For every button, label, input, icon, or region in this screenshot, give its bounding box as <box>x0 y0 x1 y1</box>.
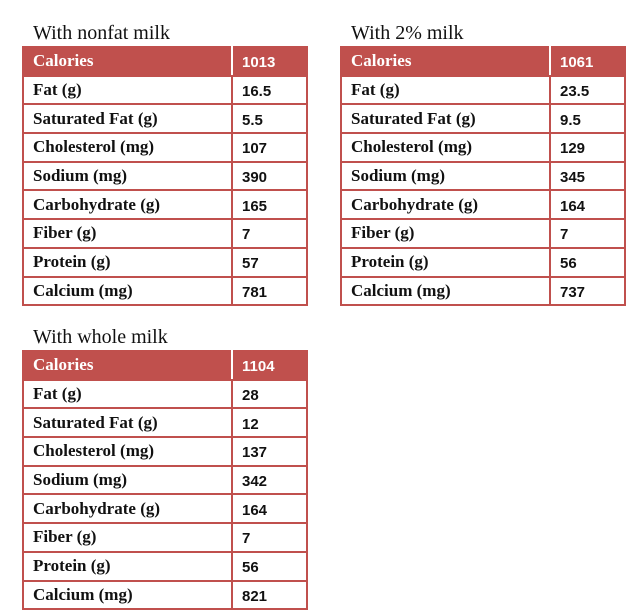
nutrient-value: 56 <box>549 246 626 278</box>
nutrient-value: 16.5 <box>231 74 308 106</box>
nutrient-row: Fiber (g) 7 <box>22 522 308 553</box>
nutrient-label: Fiber (g) <box>22 218 233 249</box>
nutrition-table: Calories 1104 Fat (g) 28 Saturated Fat (g) 12… <box>22 350 308 611</box>
nutrient-label: Fat (g) <box>340 74 551 106</box>
nutrient-row: Cholesterol (mg) 107 <box>22 132 308 163</box>
nutrient-row: Sodium (mg) 345 <box>340 160 626 192</box>
nutrient-row: Fiber (g) 7 <box>22 218 308 249</box>
nutrition-table: Calories 1013 Fat (g) 16.5 Saturated Fat (g)… <box>22 46 308 307</box>
nutrient-value: 5.5 <box>231 103 308 135</box>
nutrient-label: Sodium (mg) <box>22 464 233 496</box>
nutrient-label: Carbohydrate (g) <box>340 189 551 221</box>
nutrient-label: Protein (g) <box>22 550 233 582</box>
nutrient-row: Calcium (mg) 781 <box>22 275 308 307</box>
nutrient-label: Saturated Fat (g) <box>22 407 233 439</box>
nutrient-value: 737 <box>549 275 626 307</box>
nutrient-label: Fat (g) <box>22 74 233 106</box>
nutrient-value: 164 <box>549 189 626 221</box>
nutrient-value: 164 <box>231 493 308 525</box>
table-title: With whole milk <box>33 326 168 348</box>
nutrient-label: Carbohydrate (g) <box>22 189 233 221</box>
nutrient-label: Carbohydrate (g) <box>22 493 233 525</box>
nutrient-value: 137 <box>231 436 308 467</box>
header-value: 1013 <box>231 46 308 77</box>
nutrient-row: Protein (g) 56 <box>340 246 626 278</box>
nutrient-row: Saturated Fat (g) 9.5 <box>340 103 626 135</box>
nutrient-row: Sodium (mg) 390 <box>22 160 308 192</box>
nutrient-value: 781 <box>231 275 308 307</box>
nutrient-value: 107 <box>231 132 308 163</box>
nutrient-row: Saturated Fat (g) 12 <box>22 407 308 439</box>
nutrient-row: Protein (g) 57 <box>22 246 308 278</box>
nutrient-row: Cholesterol (mg) 129 <box>340 132 626 163</box>
nutrient-row: Fat (g) 16.5 <box>22 74 308 106</box>
nutrient-row: Calcium (mg) 737 <box>340 275 626 307</box>
nutrient-label: Calcium (mg) <box>22 275 233 307</box>
nutrient-value: 12 <box>231 407 308 439</box>
nutrient-label: Fat (g) <box>22 378 233 410</box>
nutrient-value: 9.5 <box>549 103 626 135</box>
nutrient-label: Protein (g) <box>340 246 551 278</box>
nutrient-row: Fat (g) 28 <box>22 378 308 410</box>
nutrient-value: 23.5 <box>549 74 626 106</box>
nutrient-value: 7 <box>549 218 626 249</box>
nutrient-row: Sodium (mg) 342 <box>22 464 308 496</box>
nutrient-label: Saturated Fat (g) <box>22 103 233 135</box>
header-label: Calories <box>22 46 233 77</box>
nutrient-label: Cholesterol (mg) <box>22 132 233 163</box>
nutrient-label: Saturated Fat (g) <box>340 103 551 135</box>
nutrient-value: 129 <box>549 132 626 163</box>
header-row: Calories 1013 <box>22 46 308 77</box>
header-row: Calories 1104 <box>22 350 308 381</box>
nutrient-value: 7 <box>231 522 308 553</box>
nutrient-label: Calcium (mg) <box>340 275 551 307</box>
nutrient-label: Sodium (mg) <box>22 160 233 192</box>
header-value: 1104 <box>231 350 308 381</box>
nutrient-value: 28 <box>231 378 308 410</box>
nutrient-row: Carbohydrate (g) 165 <box>22 189 308 221</box>
nutrient-row: Carbohydrate (g) 164 <box>340 189 626 221</box>
nutrient-label: Protein (g) <box>22 246 233 278</box>
nutrient-label: Fiber (g) <box>340 218 551 249</box>
nutrient-label: Cholesterol (mg) <box>22 436 233 467</box>
nutrient-value: 165 <box>231 189 308 221</box>
nutrient-value: 821 <box>231 579 308 611</box>
header-row: Calories 1061 <box>340 46 626 77</box>
nutrient-row: Saturated Fat (g) 5.5 <box>22 103 308 135</box>
nutrient-row: Carbohydrate (g) 164 <box>22 493 308 525</box>
nutrient-label: Calcium (mg) <box>22 579 233 611</box>
nutrient-row: Fiber (g) 7 <box>340 218 626 249</box>
nutrient-label: Sodium (mg) <box>340 160 551 192</box>
nutrient-row: Calcium (mg) 821 <box>22 579 308 611</box>
nutrient-value: 7 <box>231 218 308 249</box>
nutrition-table: Calories 1061 Fat (g) 23.5 Saturated Fat (g)… <box>340 46 626 307</box>
nutrient-value: 390 <box>231 160 308 192</box>
header-label: Calories <box>22 350 233 381</box>
nutrient-value: 57 <box>231 246 308 278</box>
nutrient-label: Fiber (g) <box>22 522 233 553</box>
nutrient-value: 56 <box>231 550 308 582</box>
nutrient-row: Protein (g) 56 <box>22 550 308 582</box>
nutrient-value: 342 <box>231 464 308 496</box>
header-value: 1061 <box>549 46 626 77</box>
nutrient-value: 345 <box>549 160 626 192</box>
table-title: With 2% milk <box>351 22 464 44</box>
table-title: With nonfat milk <box>33 22 170 44</box>
nutrient-row: Cholesterol (mg) 137 <box>22 436 308 467</box>
nutrient-label: Cholesterol (mg) <box>340 132 551 163</box>
nutrient-row: Fat (g) 23.5 <box>340 74 626 106</box>
header-label: Calories <box>340 46 551 77</box>
